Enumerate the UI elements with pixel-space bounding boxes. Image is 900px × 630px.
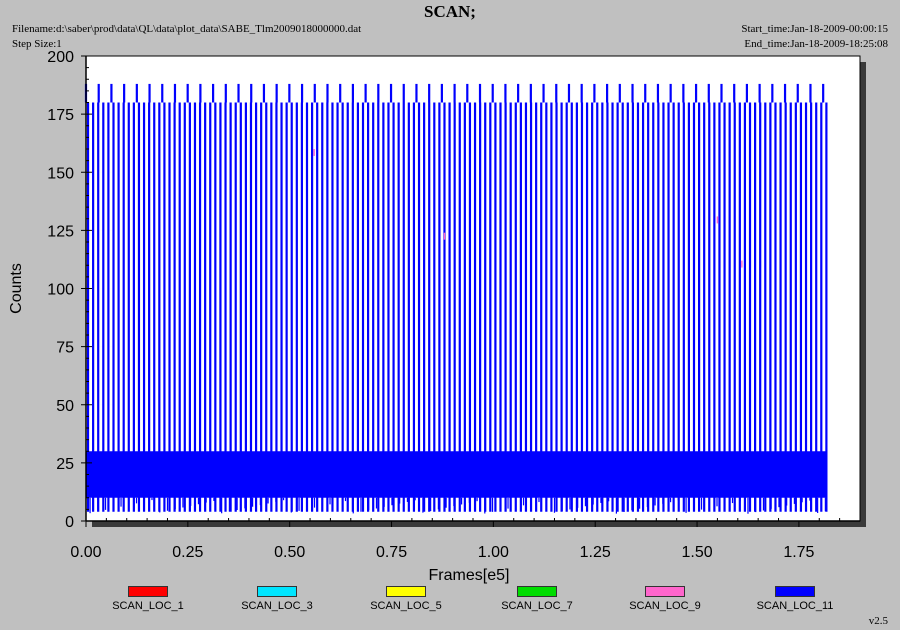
series-scan-loc-11 <box>84 83 828 514</box>
baseline-band <box>86 451 828 498</box>
x-tick-label: 0.50 <box>274 544 305 561</box>
y-tick-label: 125 <box>47 223 74 240</box>
y-tick-label: 0 <box>65 514 74 531</box>
y-axis-label: Counts <box>8 263 25 314</box>
x-tick-label: 1.25 <box>580 544 611 561</box>
x-tick-label: 1.75 <box>783 544 814 561</box>
legend-swatch <box>645 586 685 597</box>
legend-item: SCAN_LOC_5 <box>351 586 461 612</box>
legend-label: SCAN_LOC_9 <box>629 600 701 612</box>
legend-swatch <box>257 586 297 597</box>
legend-label: SCAN_LOC_1 <box>112 600 184 612</box>
y-tick-label: 175 <box>47 107 74 124</box>
end-time-label: End_time:Jan-18-2009-18:25:08 <box>744 38 888 50</box>
legend-label: SCAN_LOC_3 <box>241 600 313 612</box>
legend-swatch <box>386 586 426 597</box>
y-tick-label: 75 <box>56 340 74 357</box>
chart-title: SCAN; <box>424 2 476 21</box>
legend-label: SCAN_LOC_7 <box>501 600 573 612</box>
legend-label: SCAN_LOC_11 <box>756 600 834 612</box>
legend-item: SCAN_LOC_3 <box>222 586 332 612</box>
filename-label: Filename:d:\saber\prod\data\QL\data\plot… <box>12 23 362 35</box>
legend-swatch <box>128 586 168 597</box>
x-axis-label: Frames[e5] <box>429 567 510 584</box>
x-tick-label: 1.50 <box>681 544 712 561</box>
step-size-label: Step Size:1 <box>12 38 62 50</box>
y-tick-label: 100 <box>47 282 74 299</box>
y-tick-label: 150 <box>47 165 74 182</box>
y-tick-label: 25 <box>56 456 74 473</box>
y-tick-label: 50 <box>56 398 74 415</box>
legend-label: SCAN_LOC_5 <box>370 600 442 612</box>
legend-item: SCAN_LOC_9 <box>610 586 720 612</box>
x-tick-label: 0.25 <box>172 544 203 561</box>
legend-swatch <box>775 586 815 597</box>
x-tick-label: 0.75 <box>376 544 407 561</box>
legend-item: SCAN_LOC_7 <box>482 586 592 612</box>
start-time-label: Start_time:Jan-18-2009-00:00:15 <box>741 23 888 35</box>
x-tick-label: 1.00 <box>478 544 509 561</box>
version-label: v2.5 <box>868 615 888 627</box>
legend-item: SCAN_LOC_1 <box>93 586 203 612</box>
x-tick-label: 0.00 <box>70 544 101 561</box>
y-tick-label: 200 <box>47 49 74 66</box>
legend-item: SCAN_LOC_11 <box>740 586 850 612</box>
legend-swatch <box>517 586 557 597</box>
